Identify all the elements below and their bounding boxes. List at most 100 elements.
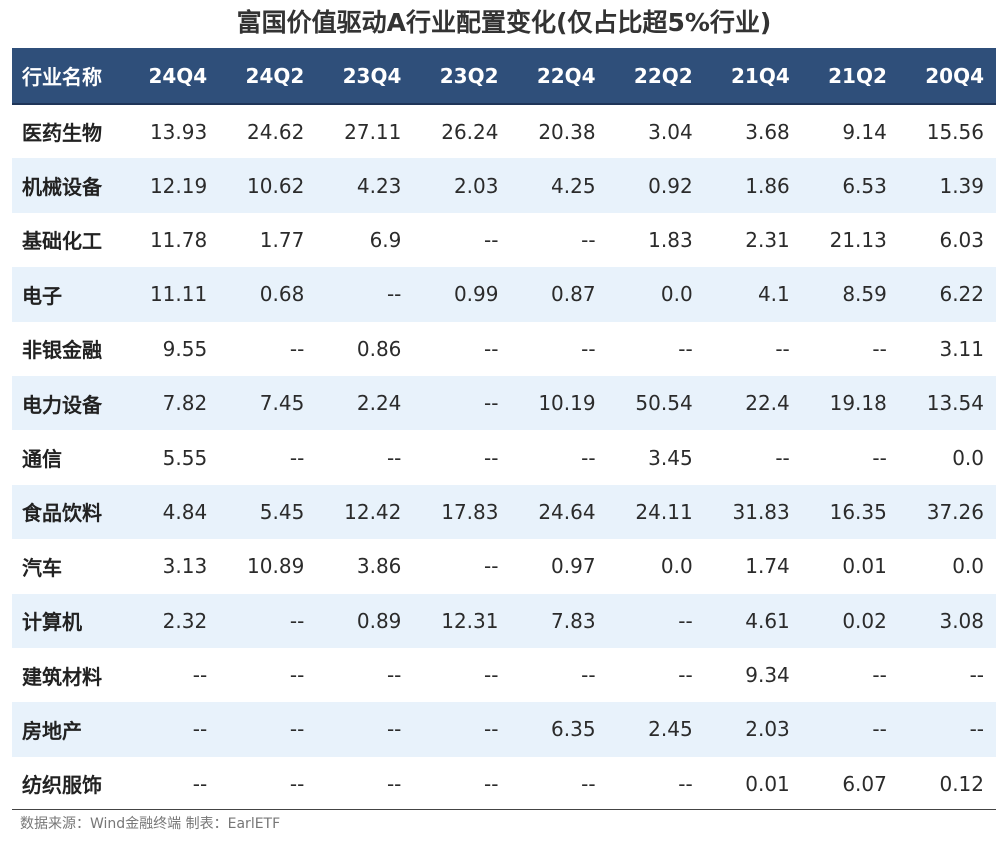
weight-value-cell: -- — [581, 771, 596, 796]
weight-value-cell: 24.11 — [635, 499, 693, 524]
weight-value-cell: 0.0 — [952, 554, 984, 579]
weight-value-cell: 2.03 — [453, 173, 499, 198]
weight-value-cell: -- — [678, 771, 693, 796]
weight-value-cell: 6.35 — [551, 717, 596, 742]
weight-value-cell: 0.01 — [745, 771, 790, 796]
column-header-industry: 行业名称 — [12, 48, 123, 105]
weight-value-cell: -- — [386, 717, 402, 742]
weight-value-cell: 13.93 — [149, 119, 208, 144]
weight-value-cell: -- — [581, 663, 596, 688]
industry-name-cell: 电子 — [22, 283, 62, 308]
table-row: 房地产 -- -- -- -- 6.35 2.45 2.03 -- -- — [12, 702, 996, 757]
weight-value-cell: -- — [289, 445, 305, 470]
industry-name-cell: 计算机 — [22, 610, 82, 635]
table-row: 建筑材料 -- -- -- -- -- -- 9.34 -- -- — [12, 647, 996, 703]
industry-name-cell: 汽车 — [22, 555, 62, 580]
column-header-period: 20Q4 — [898, 48, 996, 105]
weight-value-cell: 19.18 — [829, 391, 887, 416]
weight-value-cell: -- — [386, 663, 402, 688]
column-header-period: 22Q4 — [510, 48, 608, 105]
table-title: 富国价值驱动A行业配置变化(仅占比超5%行业) — [236, 8, 772, 37]
weight-value-cell: -- — [484, 445, 499, 470]
column-header-period: 23Q2 — [413, 48, 511, 105]
weight-value-cell: 0.02 — [842, 608, 887, 633]
weight-value-cell: 27.11 — [344, 119, 402, 144]
weight-value-cell: 3.45 — [648, 445, 693, 470]
weight-value-cell: -- — [289, 663, 305, 688]
weight-value-cell: 5.55 — [162, 445, 208, 470]
weight-value-cell: 0.89 — [356, 608, 402, 633]
column-header-period: 21Q4 — [704, 48, 802, 105]
weight-value-cell: 0.99 — [453, 282, 499, 307]
weight-value-cell: -- — [581, 445, 596, 470]
weight-value-cell: 3.86 — [356, 554, 402, 579]
weight-value-cell: -- — [484, 336, 499, 361]
weight-value-cell: 20.38 — [538, 119, 596, 144]
weight-value-cell: 3.13 — [162, 554, 208, 579]
weight-value-cell: 2.03 — [745, 717, 790, 742]
weight-value-cell: 0.86 — [356, 336, 402, 361]
industry-name-cell: 纺织服饰 — [22, 773, 102, 798]
source-note: 数据来源：Wind金融终端 制表：EarlETF — [20, 816, 281, 832]
weight-value-cell: 3.04 — [648, 119, 693, 144]
weight-value-cell: 8.59 — [842, 282, 887, 307]
weight-value-cell: -- — [192, 771, 208, 796]
weight-value-cell: 50.54 — [635, 391, 693, 416]
weight-value-cell: 2.31 — [745, 227, 790, 252]
table-row: 食品饮料 4.84 5.45 12.42 17.83 24.64 24.11 31.83 16.… — [12, 484, 996, 540]
header-row: 行业名称 24Q4 24Q2 23Q4 23Q2 22Q4 22Q2 21Q4 21Q2 20Q4 — [12, 48, 996, 105]
weight-value-cell: -- — [386, 282, 402, 307]
weight-value-cell: -- — [581, 336, 596, 361]
table-row: 基础化工 11.78 1.77 6.9 -- -- 1.83 2.31 21.13 6.03 — [12, 212, 996, 268]
industry-name-cell: 机械设备 — [22, 175, 102, 200]
weight-value-cell: 4.61 — [745, 608, 790, 633]
weight-value-cell: -- — [484, 554, 499, 579]
weight-value-cell: 5.45 — [259, 499, 305, 524]
weight-value-cell: 0.87 — [551, 282, 596, 307]
column-header-period: 22Q2 — [607, 48, 705, 105]
table-row: 汽车 3.13 10.89 3.86 -- 0.97 0.0 1.74 0.01 0.0 — [12, 539, 996, 594]
weight-value-cell: -- — [289, 336, 305, 361]
weight-value-cell: 0.97 — [551, 554, 596, 579]
weight-value-cell: -- — [775, 445, 790, 470]
weight-value-cell: 0.0 — [660, 282, 693, 307]
weight-value-cell: 1.39 — [939, 173, 984, 198]
industry-name-cell: 电力设备 — [22, 392, 102, 417]
weight-value-cell: 0.92 — [648, 173, 693, 198]
table-row: 机械设备 12.19 10.62 4.23 2.03 4.25 0.92 1.86 6.53 1.… — [12, 158, 996, 213]
weight-value-cell: -- — [484, 391, 499, 416]
weight-value-cell: 17.83 — [441, 499, 499, 524]
weight-value-cell: -- — [386, 445, 402, 470]
weight-value-cell: 0.01 — [842, 554, 887, 579]
weight-value-cell: -- — [192, 717, 208, 742]
weight-value-cell: 6.53 — [842, 173, 887, 198]
weight-value-cell: 10.62 — [247, 173, 305, 198]
bottom-rule — [12, 809, 996, 810]
table-body: 医药生物 13.93 24.62 27.11 26.24 20.38 3.04 3.68 9.1… — [12, 104, 996, 812]
weight-value-cell: 11.78 — [149, 227, 208, 252]
weight-value-cell: -- — [678, 336, 693, 361]
weight-value-cell: 3.08 — [939, 608, 984, 633]
weight-value-cell: 26.24 — [441, 119, 499, 144]
weight-value-cell: 2.24 — [356, 391, 402, 416]
weight-value-cell: 0.12 — [939, 771, 984, 796]
weight-value-cell: -- — [581, 227, 596, 252]
weight-value-cell: 6.03 — [939, 227, 984, 252]
weight-value-cell: 12.31 — [441, 608, 499, 633]
weight-value-cell: 1.83 — [648, 227, 693, 252]
table-row: 非银金融 9.55 -- 0.86 -- -- -- -- -- 3.11 — [12, 321, 996, 376]
weight-value-cell: -- — [289, 771, 305, 796]
weight-value-cell: 7.83 — [551, 608, 596, 633]
industry-name-cell: 非银金融 — [22, 338, 102, 363]
table-header: 行业名称 24Q4 24Q2 23Q4 23Q2 22Q4 22Q2 21Q4 21Q2 20Q4 — [12, 48, 996, 105]
weight-value-cell: -- — [872, 717, 887, 742]
column-header-period: 23Q4 — [316, 48, 414, 105]
weight-value-cell: 6.9 — [369, 227, 402, 252]
weight-value-cell: 15.56 — [926, 119, 984, 144]
weight-value-cell: 0.0 — [952, 445, 984, 470]
weight-value-cell: -- — [678, 608, 693, 633]
weight-value-cell: 24.64 — [538, 499, 596, 524]
weight-value-cell: -- — [289, 717, 305, 742]
weight-value-cell: -- — [484, 771, 499, 796]
weight-value-cell: -- — [386, 771, 402, 796]
